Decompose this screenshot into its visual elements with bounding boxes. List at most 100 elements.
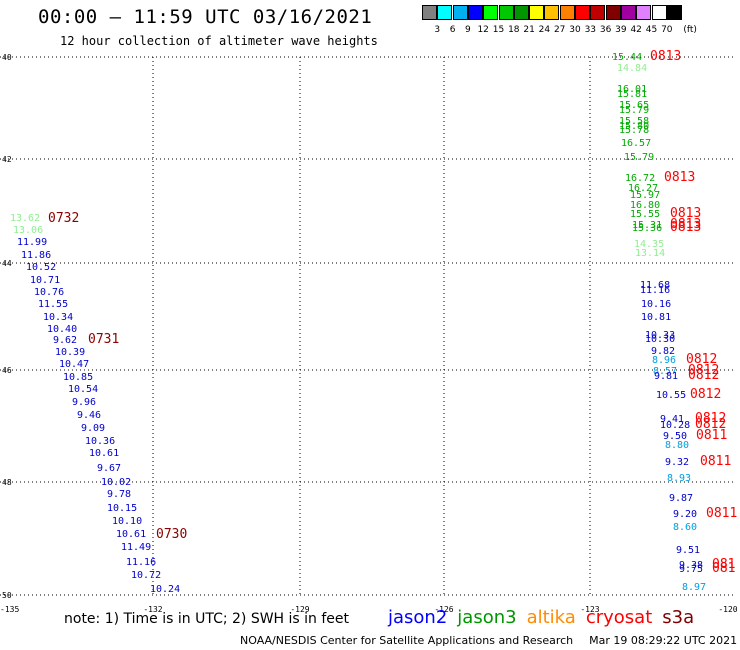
wave-height-value: 11.16 [126, 557, 156, 568]
wave-height-value: 10.30 [645, 334, 675, 345]
legend-label: (ft) [683, 25, 697, 35]
legend-label: 21 [523, 25, 535, 35]
time-label: 0812 [688, 363, 719, 378]
time-label: 0813 [650, 49, 681, 64]
legend-swatch [575, 5, 590, 20]
chart-title: 00:00 — 11:59 UTC 03/16/2021 [38, 6, 373, 28]
legend-label: 70 [661, 25, 673, 35]
time-label: 0732 [48, 211, 79, 226]
wave-height-value: 16.72 [625, 173, 655, 184]
wave-height-value: 10.54 [68, 384, 98, 395]
y-tick-label: 44 [2, 259, 12, 268]
wave-height-value: 9.50 [663, 431, 687, 442]
y-tick-label: 50 [2, 591, 12, 600]
time-label: 0812 [686, 352, 717, 367]
wave-height-value: 9.32 [665, 457, 689, 468]
wave-height-value: 8.60 [673, 522, 697, 533]
legend-label: 18 [508, 25, 520, 35]
wave-height-value: 11.49 [121, 542, 151, 553]
time-label: 0811 [706, 506, 737, 521]
credit-text: NOAA/NESDIS Center for Satellite Applica… [240, 634, 574, 647]
wave-height-value: 10.39 [55, 347, 85, 358]
y-tick-label: 40 [2, 53, 12, 62]
legend-label: 33 [584, 25, 597, 35]
time-label: 0813 [670, 206, 701, 221]
wave-height-value: 9.46 [77, 410, 101, 421]
legend-swatch [590, 5, 606, 20]
y-tick-label: 46 [2, 366, 12, 375]
wave-height-value: 13.14 [635, 248, 665, 259]
wave-height-value: 14.84 [617, 63, 647, 74]
legend-label: 6 [449, 25, 456, 35]
wave-height-value: 15.97 [630, 190, 660, 201]
wave-height-value: 9.20 [673, 509, 697, 520]
wave-height-value: 10.76 [34, 287, 64, 298]
legend-label: 24 [538, 25, 551, 35]
wave-height-value: 15.79 [619, 105, 649, 116]
wave-height-value: 11.68 [640, 280, 670, 291]
wave-height-value: 10.28 [660, 420, 690, 431]
footer: NOAA/NESDIS Center for Satellite Applica… [240, 634, 737, 647]
wave-height-value: 15.44 [612, 52, 642, 63]
wave-height-value: 9.81 [654, 371, 678, 382]
wave-height-value: 16.27 [628, 183, 658, 194]
wave-height-value: 15.79 [624, 152, 654, 163]
wave-height-value: 9.38 [679, 560, 703, 571]
y-tick-label: 42 [2, 155, 12, 164]
wave-height-value: 15.81 [617, 89, 647, 100]
legend-swatch [452, 5, 468, 20]
wave-height-value: 15.58 [619, 116, 649, 127]
x-tick-label: -135 [0, 605, 19, 614]
legend-label: 36 [599, 25, 612, 35]
wave-height-value: 15.55 [630, 209, 660, 220]
x-tick-label: -120 [718, 605, 737, 614]
wave-height-value: 11.99 [17, 237, 47, 248]
wave-height-value: 9.78 [107, 489, 131, 500]
legend-swatch [666, 5, 682, 20]
wave-height-value: 14.35 [634, 239, 664, 250]
wave-height-value: 10.61 [116, 529, 146, 540]
wave-height-value: 13.06 [13, 225, 43, 236]
wave-height-value: 10.02 [101, 477, 131, 488]
legend-swatch [605, 5, 621, 20]
x-tick-label: -132 [143, 605, 162, 614]
time-label: 0811 [700, 454, 731, 469]
legend-swatch [636, 5, 652, 20]
wave-height-value: 11.16 [640, 285, 670, 296]
time-label: 0812 [690, 387, 721, 402]
time-label: 0731 [88, 332, 119, 347]
wave-height-value: 10.47 [59, 359, 89, 370]
time-label: 081 [712, 561, 735, 576]
x-tick-label: -123 [580, 605, 599, 614]
legend-swatch [529, 5, 545, 20]
wave-height-value: 10.61 [89, 448, 119, 459]
wave-height-value: 8.97 [682, 582, 706, 593]
wave-height-value: 10.34 [43, 312, 73, 323]
wave-height-value: 10.16 [641, 299, 671, 310]
wave-height-value: 11.55 [38, 299, 68, 310]
x-tick-label: -129 [290, 605, 309, 614]
wave-height-value: 9.75 [679, 564, 703, 575]
legend-swatch [483, 5, 499, 20]
wave-height-value: 9.51 [676, 545, 700, 556]
legend-swatch [422, 5, 437, 20]
legend-swatch [437, 5, 453, 20]
legend-label: 9 [465, 25, 471, 35]
legend-label: 42 [630, 25, 642, 35]
time-label: 0812 [688, 368, 719, 383]
satellite-s3a: s3a [662, 607, 695, 628]
time-label: 0813 [664, 170, 695, 185]
wave-height-value: 10.55 [656, 390, 686, 401]
legend-label: 3 [434, 25, 441, 35]
wave-height-value: 8.57 [653, 366, 677, 377]
satellite-cryosat: cryosat [585, 607, 653, 628]
legend-swatch [467, 5, 483, 20]
wave-height-value: 9.87 [669, 493, 693, 504]
time-label: 0813 [670, 220, 701, 235]
legend-label: 12 [477, 25, 489, 35]
legend-label: 39 [615, 25, 627, 35]
wave-height-value: 15.36 [632, 223, 662, 234]
time-label: 0813 [670, 217, 701, 232]
